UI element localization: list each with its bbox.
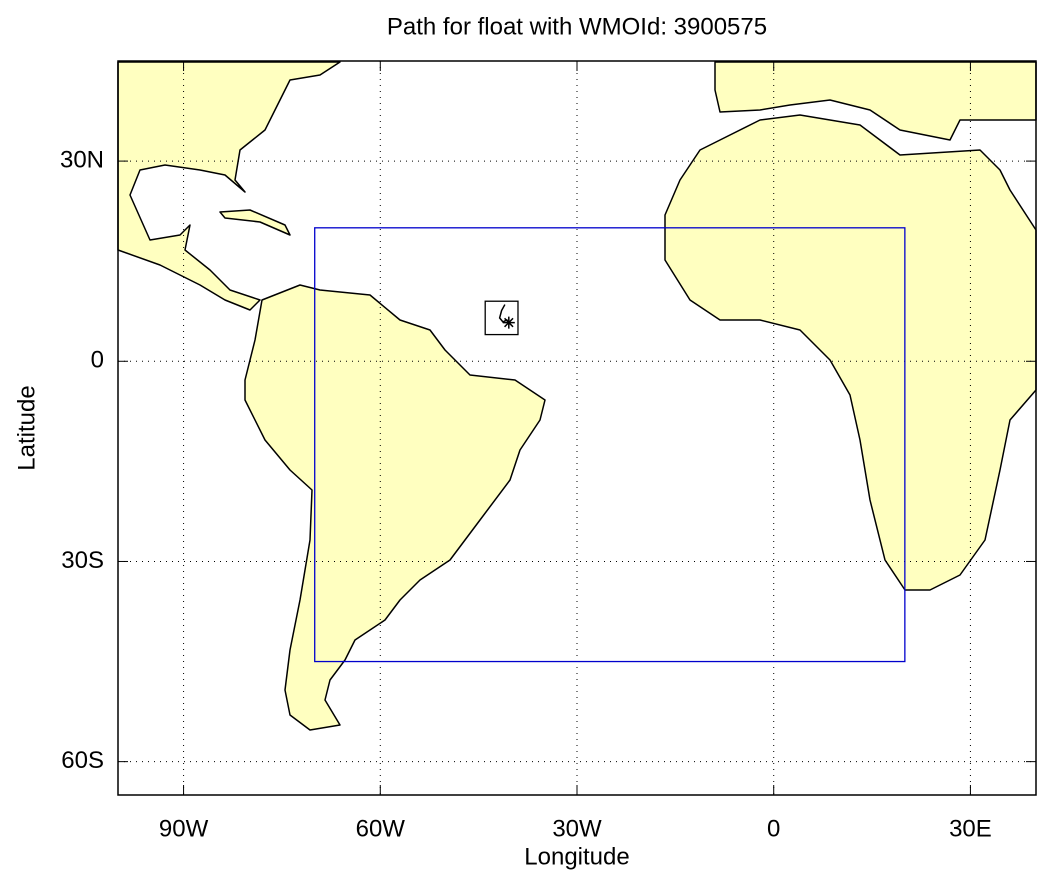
cuba (219, 209, 291, 236)
land (117, 61, 1037, 731)
x-tick-label: 90W (159, 815, 209, 842)
x-tick-label: 30E (949, 815, 992, 842)
y-tick-label: 0 (91, 347, 104, 374)
y-tick-label: 60S (61, 747, 104, 774)
float-last-position (502, 316, 515, 329)
y-axis-label: Latitude (13, 385, 40, 470)
overlay (118, 61, 1036, 795)
x-tick-label: 30W (552, 815, 602, 842)
y-tick-label: 30S (61, 547, 104, 574)
africa (664, 114, 1037, 591)
x-tick-label: 60W (356, 815, 406, 842)
y-tick-label: 30N (60, 146, 104, 173)
float-box (484, 300, 519, 336)
x-tick-label: 0 (767, 815, 780, 842)
south-america (244, 284, 546, 731)
region-box (314, 227, 906, 663)
x-axis-label: Longitude (524, 843, 629, 870)
chart-title: Path for float with WMOId: 3900575 (387, 13, 767, 40)
north-america (117, 61, 341, 311)
